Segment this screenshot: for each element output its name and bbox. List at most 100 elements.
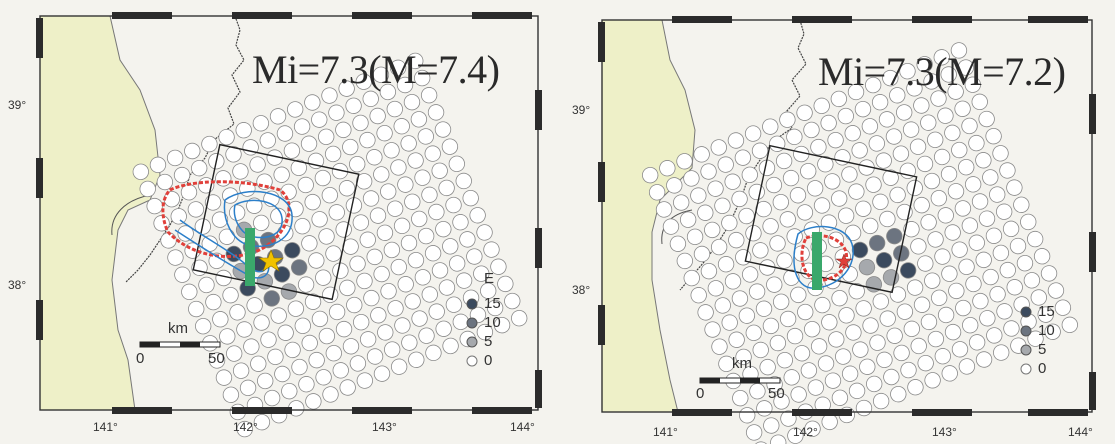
legend-level-10: 10	[1038, 322, 1055, 339]
subfault-cell	[732, 389, 749, 407]
subfault-cell	[250, 355, 267, 372]
subfault-cell	[424, 145, 441, 162]
subfault-cell	[424, 245, 442, 262]
subfault-cell	[338, 180, 356, 197]
subfault-cell	[418, 327, 435, 344]
subfault-cell	[307, 152, 325, 170]
subfault-cell	[876, 351, 893, 369]
subfault-cell	[493, 316, 511, 334]
subfault-cell	[204, 194, 222, 211]
subfault-cell	[769, 135, 786, 152]
subfault-cell	[308, 252, 325, 269]
subfault-cell	[878, 111, 896, 128]
subfault-cell	[452, 313, 469, 331]
subfault-cell	[132, 163, 149, 180]
subfault-cell	[700, 163, 717, 180]
lat-tick-39: 39°	[8, 98, 27, 112]
subfault-cell	[739, 407, 756, 424]
subfault-cell	[745, 324, 762, 341]
subfault-cell	[362, 90, 379, 108]
subfault-cell	[868, 234, 886, 252]
subfault-cell	[267, 348, 284, 366]
subfault-cell	[486, 299, 504, 317]
subfault-cell	[284, 341, 301, 359]
subfault-cell	[218, 228, 236, 245]
subfault-cell	[322, 286, 339, 303]
subfault-cell	[393, 217, 411, 235]
subfault-cell	[779, 111, 796, 128]
subfault-cell	[738, 207, 755, 225]
subfault-cell	[246, 197, 263, 214]
subfault-cell	[896, 203, 913, 221]
subfault-cell	[352, 114, 369, 132]
subfault-cell	[314, 169, 332, 187]
subfault-cell	[763, 417, 780, 434]
subfault-cell	[376, 124, 393, 142]
subfault-cell	[790, 286, 807, 304]
subfault-cell	[331, 162, 349, 180]
subfault-cell	[721, 314, 738, 331]
subfault-cell	[947, 83, 964, 100]
subfault-cell	[676, 153, 693, 170]
subfault-cell	[962, 317, 979, 334]
subfault-cell	[871, 94, 889, 111]
subfault-cell	[752, 441, 770, 444]
legend-level-5: 5	[484, 333, 493, 350]
subfault-cell	[896, 104, 913, 121]
map-panel-left: Mi=7.3(M=7.4) 39° 38° 141° 142° 143° 144…	[8, 12, 542, 438]
subfault-cell	[844, 125, 861, 142]
subfault-cell	[731, 190, 748, 208]
subfault-cell	[907, 379, 924, 396]
subfault-cell	[862, 217, 879, 235]
subfault-cell	[205, 293, 222, 311]
subfault-cell	[191, 159, 208, 177]
subfault-cell	[149, 156, 167, 174]
subfault-cell	[679, 211, 697, 228]
subfault-cell	[859, 358, 876, 375]
subfault-cell	[724, 173, 741, 190]
subfault-cell	[263, 290, 280, 307]
subfault-cell	[249, 156, 266, 173]
subfault-cell	[937, 207, 954, 224]
subfault-cell	[373, 265, 390, 283]
subfault-cell	[1030, 289, 1047, 306]
lon-tick-141: 141°	[653, 425, 678, 439]
subfault-cell	[290, 259, 308, 276]
subfault-cell	[944, 224, 961, 241]
subfault-cell	[992, 244, 1010, 262]
slip-contour-blue	[223, 190, 293, 247]
subfault-cell	[968, 234, 985, 251]
subfault-cell	[328, 104, 345, 121]
subfault-cell	[383, 241, 401, 259]
subfault-cell	[339, 279, 356, 297]
subfault-cell	[311, 211, 328, 228]
subfault-cell	[717, 256, 735, 273]
subfault-cell	[858, 159, 875, 176]
subfault-cell	[256, 273, 274, 290]
land-area	[39, 15, 161, 411]
subfault-cell	[745, 424, 763, 441]
subfault-cell	[772, 293, 790, 310]
map-panel-right: Mi=7.3(M=7.2) 39° 38° 141° 142° 143° 144…	[560, 0, 1115, 444]
subfault-cell	[854, 100, 872, 118]
subfault-cell	[770, 434, 787, 444]
subfault-cell	[195, 318, 212, 335]
subfault-cell	[153, 215, 170, 232]
subfault-cell	[697, 204, 714, 221]
subfault-cell	[427, 104, 445, 121]
subfault-cell	[308, 351, 325, 369]
subfault-cell	[855, 300, 872, 317]
subfault-cell	[790, 386, 807, 403]
subfault-cell	[222, 386, 240, 403]
subfault-cell	[749, 383, 766, 400]
subfault-cell	[139, 180, 156, 198]
subfault-cell	[786, 128, 803, 146]
subfault-cell	[356, 272, 373, 290]
bay-line	[111, 194, 151, 236]
subfault-cell	[445, 196, 462, 214]
subfault-cell	[927, 330, 945, 348]
subfault-cell	[721, 214, 738, 232]
subfault-cell	[755, 300, 773, 317]
subfault-cell	[762, 218, 779, 235]
subfault-cell	[328, 303, 346, 321]
